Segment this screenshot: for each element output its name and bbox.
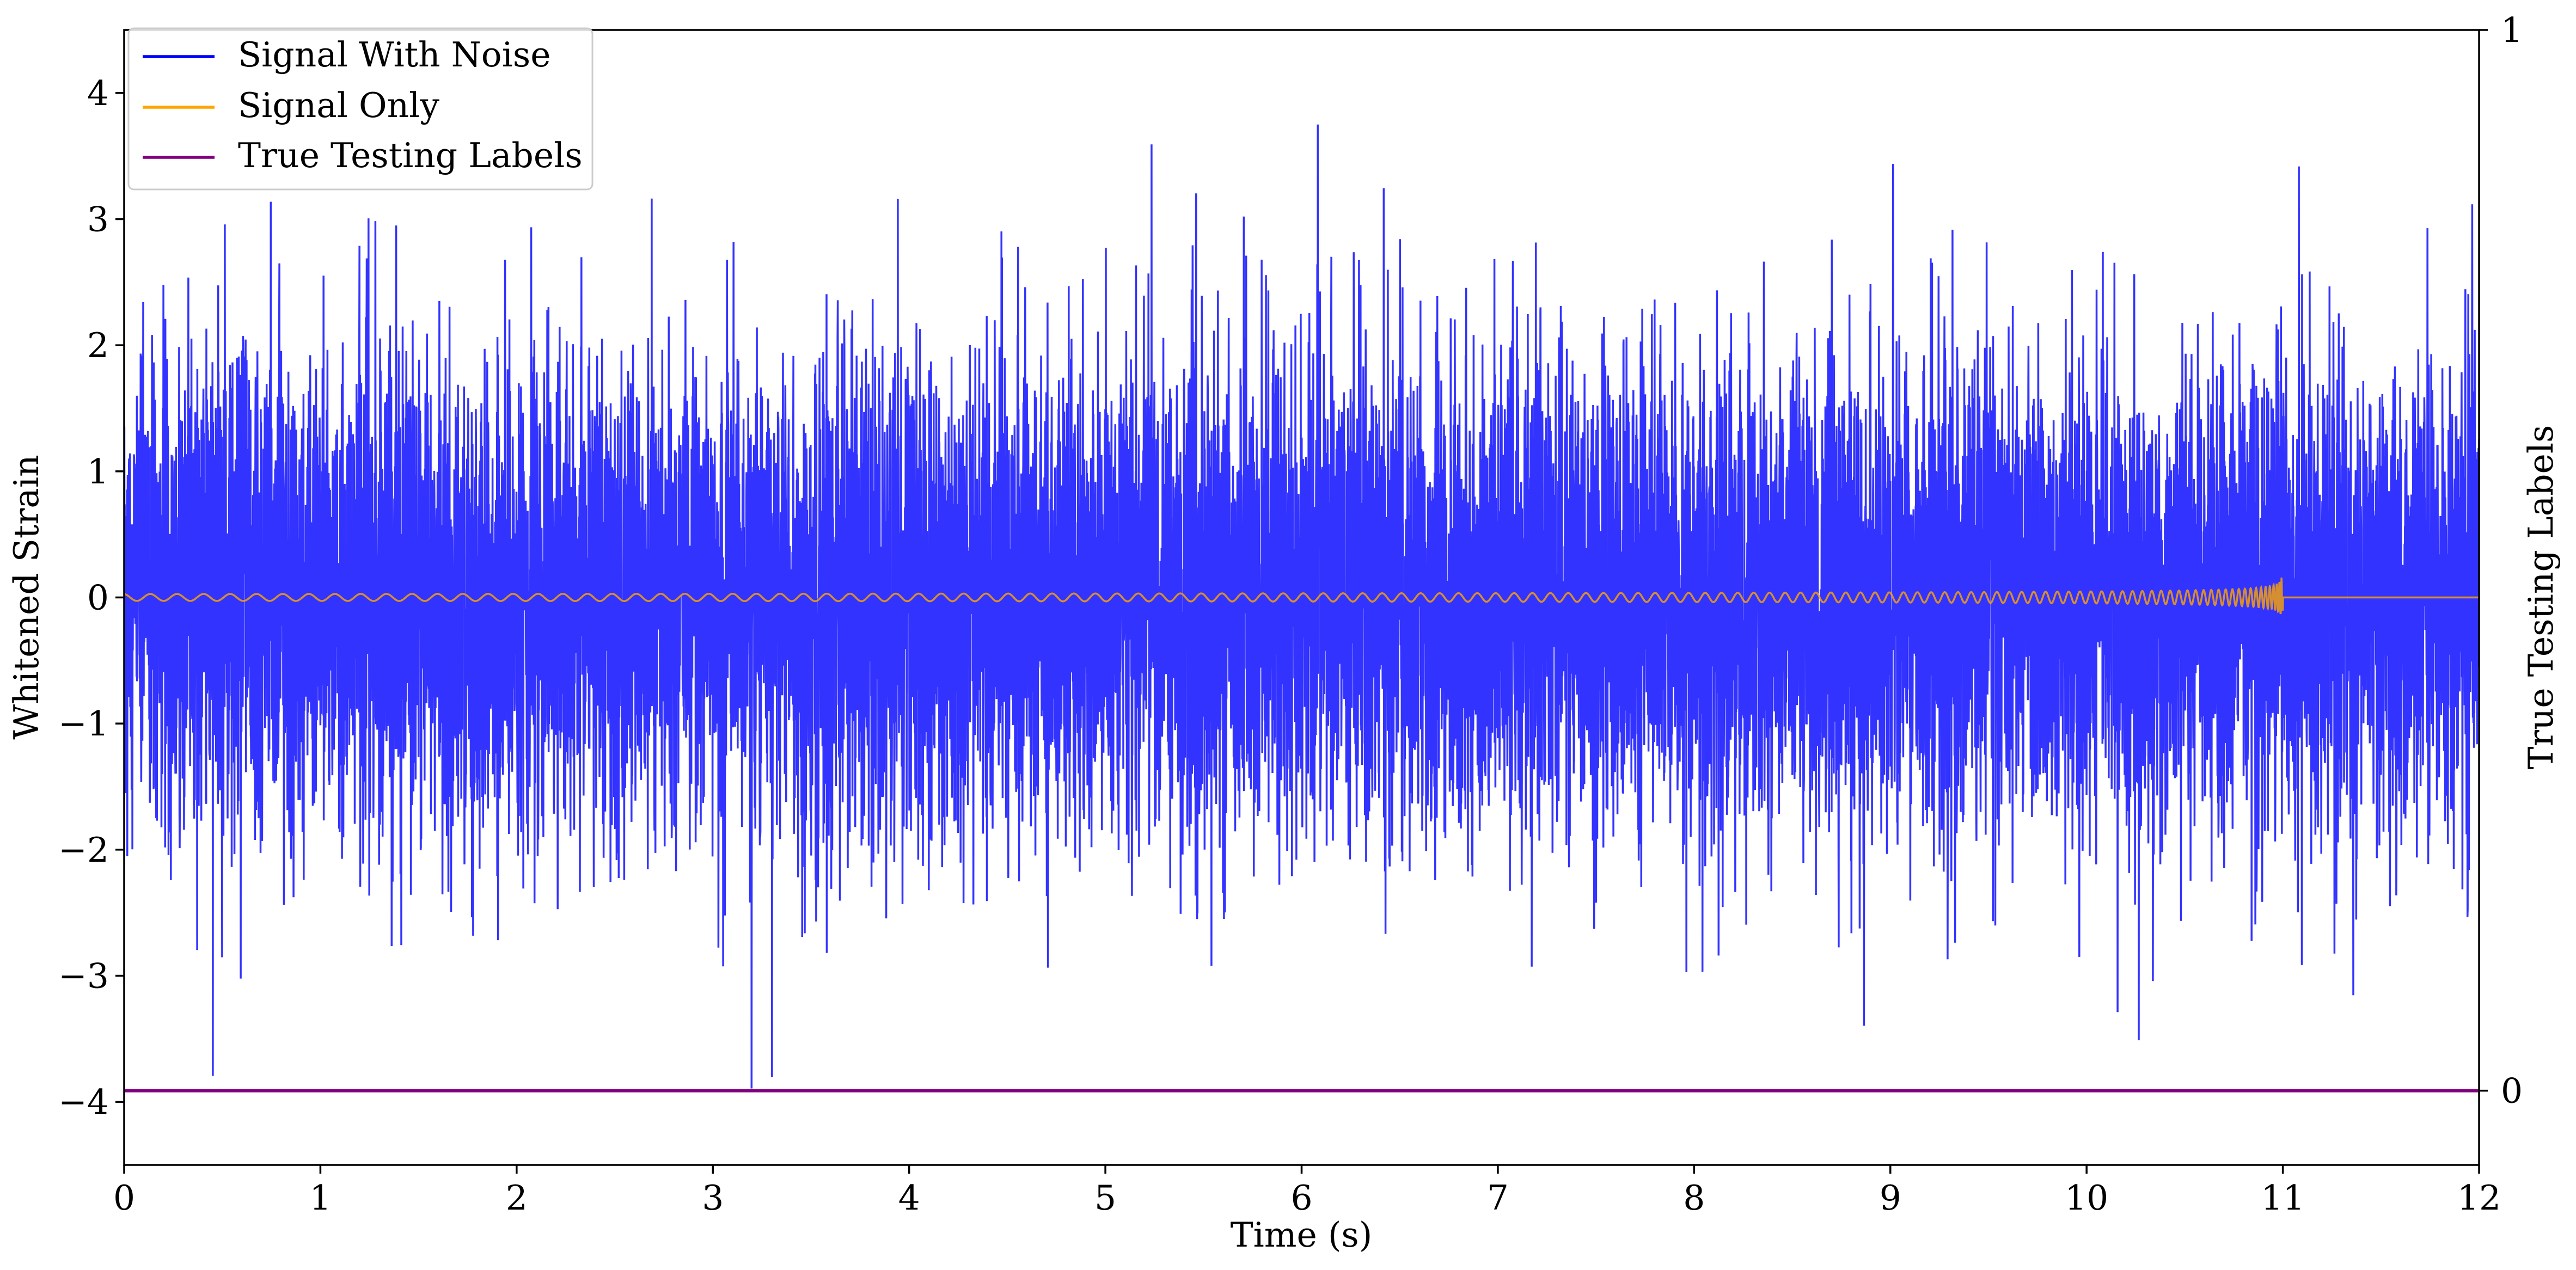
y-tick-label: −3 [58,956,109,996]
y-tick-label: 3 [87,200,109,240]
x-tick-label: 2 [506,1178,528,1218]
legend-label-true-testing-labels: True Testing Labels [238,136,583,175]
legend-item-signal-with-noise: Signal With Noise [143,35,550,75]
legend-label-signal-only: Signal Only [238,85,439,125]
y2-axis-ticks: 10 [2479,10,2523,1111]
y-tick-label: 2 [87,326,109,365]
x-tick-label: 3 [702,1178,724,1218]
y-tick-label: −4 [58,1082,109,1122]
y-axis-ticks: 4 3 2 1 0 −1 −2 −3 −4 [58,73,124,1122]
y2-tick-label: 0 [2501,1071,2523,1111]
x-tick-label: 7 [1487,1178,1509,1218]
y-axis-label: Whitened Strain [7,455,46,739]
x-tick-label: 9 [1880,1178,1901,1218]
legend-label-signal-with-noise: Signal With Noise [238,35,550,75]
legend-box [127,27,593,191]
x-axis-ticks: 0 1 2 3 4 5 6 7 8 9 10 11 12 [113,1165,2501,1218]
y-tick-label: 1 [87,452,109,492]
x-tick-label: 1 [309,1178,331,1218]
y2-axis-label: True Testing Labels [2521,425,2561,770]
x-tick-label: 10 [2065,1178,2108,1218]
x-tick-label: 6 [1290,1178,1312,1218]
series-signal-only-line [124,578,2479,615]
y-tick-label: −1 [58,704,109,744]
legend-item-signal-only: Signal Only [143,85,439,125]
legend: Signal With Noise Signal Only True Testi… [127,27,593,191]
x-axis-label: Time (s) [1231,1215,1373,1255]
x-tick-label: 11 [2261,1178,2304,1218]
x-tick-label: 12 [2457,1178,2501,1218]
x-tick-label: 4 [898,1178,920,1218]
y-tick-label: 0 [87,578,109,618]
x-tick-label: 8 [1683,1178,1705,1218]
legend-item-true-testing-labels: True Testing Labels [143,136,583,175]
y-tick-label: 4 [87,73,109,113]
x-tick-label: 5 [1094,1178,1116,1218]
series-signal-with-noise-line [124,124,2479,1089]
y-tick-label: −2 [58,830,109,870]
x-tick-label: 0 [113,1178,135,1218]
y2-tick-label: 1 [2501,10,2523,50]
